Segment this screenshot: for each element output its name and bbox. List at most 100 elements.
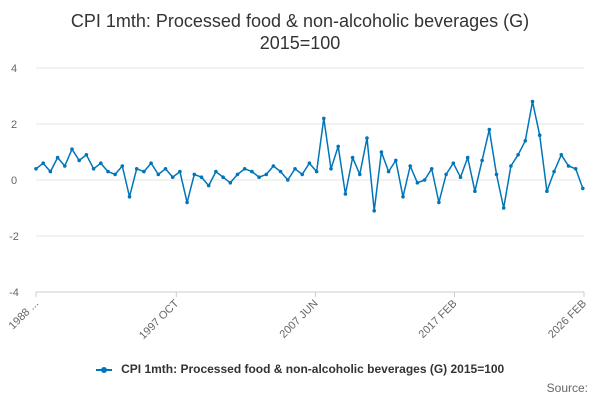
chart-title-main: CPI 1mth: Processed food & non-alcoholic… [70, 11, 530, 31]
data-point[interactable] [41, 161, 45, 165]
y-tick-label: 2 [11, 119, 17, 131]
data-point[interactable] [573, 167, 578, 171]
data-point[interactable] [91, 167, 96, 171]
data-point[interactable] [250, 169, 254, 174]
data-point[interactable] [127, 195, 132, 199]
y-tick-label: 4 [11, 63, 17, 75]
grid-lines [36, 67, 584, 293]
data-point[interactable] [386, 169, 391, 174]
data-point[interactable] [34, 167, 38, 171]
data-point[interactable] [523, 139, 528, 143]
data-point[interactable] [286, 178, 290, 182]
source-label[interactable]: Source: [546, 381, 588, 395]
data-point[interactable] [170, 175, 175, 179]
data-point[interactable] [70, 147, 74, 151]
data-point[interactable] [537, 133, 542, 137]
data-point[interactable] [185, 200, 189, 205]
chart-title: CPI 1mth: Processed food & non-alcoholic… [0, 10, 600, 54]
data-point[interactable] [48, 169, 53, 174]
data-point[interactable] [451, 161, 456, 165]
data-point[interactable] [235, 172, 240, 177]
data-point[interactable] [99, 161, 103, 165]
data-point[interactable] [401, 195, 405, 199]
data-point[interactable] [314, 169, 319, 174]
data-point[interactable] [473, 189, 477, 193]
data-point[interactable] [350, 155, 355, 160]
data-point[interactable] [581, 186, 585, 191]
data-point[interactable] [257, 175, 261, 179]
data-point[interactable] [163, 167, 168, 171]
data-point[interactable] [429, 167, 434, 171]
data-point[interactable] [379, 150, 384, 154]
x-tick-label: 2026 FEB [546, 298, 589, 341]
data-point[interactable] [113, 172, 117, 177]
data-point[interactable] [242, 167, 247, 171]
data-point[interactable] [199, 175, 204, 179]
data-point[interactable] [84, 153, 89, 157]
data-point[interactable] [106, 169, 110, 174]
chart-title-subtitle: 2015=100 [259, 33, 341, 53]
data-point[interactable] [142, 169, 146, 174]
data-point[interactable] [178, 169, 182, 174]
data-point[interactable] [63, 164, 67, 168]
data-point[interactable] [422, 178, 427, 182]
data-point[interactable] [415, 181, 420, 185]
data-point[interactable] [501, 206, 506, 210]
data-point[interactable] [552, 169, 556, 174]
data-point[interactable] [372, 209, 377, 213]
data-point[interactable] [437, 200, 441, 205]
data-point[interactable] [120, 164, 125, 168]
data-point[interactable] [134, 167, 139, 171]
data-point[interactable] [487, 127, 492, 132]
x-tick-label: 2017 FEB [417, 298, 460, 341]
data-point[interactable] [206, 183, 211, 188]
data-point[interactable] [55, 155, 60, 160]
y-tick-label: 0 [11, 175, 17, 187]
data-point[interactable] [271, 164, 276, 168]
data-point[interactable] [365, 136, 369, 140]
data-point[interactable] [408, 164, 413, 168]
data-point[interactable] [509, 164, 513, 168]
data-point[interactable] [329, 167, 333, 171]
data-point[interactable] [293, 167, 297, 171]
y-tick-label: -2 [9, 231, 19, 243]
data-point[interactable] [545, 189, 549, 193]
data-point[interactable] [566, 164, 571, 168]
data-point[interactable] [307, 161, 312, 165]
x-tick-label: 1997 OCT [137, 297, 182, 342]
data-point[interactable] [394, 158, 398, 163]
data-point[interactable] [465, 155, 470, 160]
data-point[interactable] [458, 175, 463, 179]
data-point[interactable] [322, 116, 326, 121]
x-tick-label: 1988 ... [7, 298, 41, 332]
data-point[interactable] [343, 192, 348, 196]
series-line-0[interactable] [35, 100, 584, 212]
data-point[interactable] [192, 172, 197, 177]
data-point[interactable] [228, 181, 233, 185]
legend-label: CPI 1mth: Processed food & non-alcoholic… [121, 362, 505, 376]
data-point[interactable] [494, 172, 499, 177]
series-layer [34, 99, 585, 213]
data-point[interactable] [214, 169, 218, 174]
data-point[interactable] [358, 172, 362, 177]
data-point[interactable] [300, 172, 305, 177]
x-tick-label: 2007 JUN [278, 298, 321, 341]
x-axis: 1988 ... 1997 OCT 2007 JUN 2017 FEB 2026 FEB [7, 292, 589, 342]
y-tick-label: -4 [9, 287, 19, 299]
legend[interactable]: CPI 1mth: Processed food & non-alcoholic… [0, 362, 600, 376]
data-point[interactable] [516, 153, 520, 157]
data-point[interactable] [278, 169, 283, 174]
data-point[interactable] [559, 153, 564, 157]
data-point[interactable] [444, 172, 448, 177]
data-point[interactable] [264, 172, 269, 177]
data-point[interactable] [336, 144, 341, 149]
data-point[interactable] [156, 172, 161, 177]
data-point[interactable] [221, 175, 225, 179]
y-axis: -4 -2 0 2 4 [9, 63, 19, 299]
data-point[interactable] [530, 99, 535, 104]
data-point[interactable] [149, 161, 153, 165]
data-point[interactable] [480, 158, 484, 163]
legend-swatch-icon [95, 366, 112, 373]
data-point[interactable] [77, 158, 81, 163]
